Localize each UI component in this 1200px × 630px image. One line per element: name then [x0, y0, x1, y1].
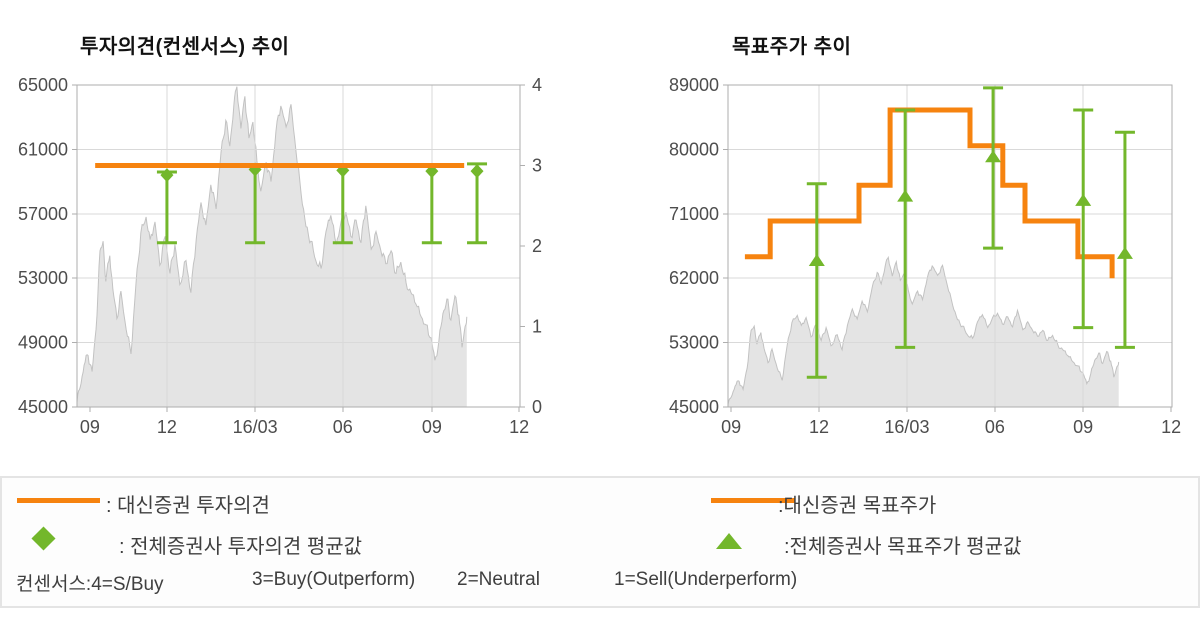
triangle-marker — [1075, 193, 1092, 206]
right-axis-label: 3 — [532, 156, 542, 176]
daishin-opinion-legend-label: : 대신증권 투자의견 — [106, 495, 270, 517]
x-axis-label: 16/03 — [884, 417, 929, 437]
target-errorbars — [806, 86, 1135, 379]
consensus-diamond-icon — [31, 526, 56, 551]
axis-labels: 65000 61000 57000 53000 49000 45000 4 3 2 1 0 09 12 1… — [18, 75, 542, 437]
triangle-marker — [1116, 246, 1133, 259]
right-axis-label: 2 — [532, 236, 542, 256]
consensus-scale-note-4: 1=Sell(Underperform) — [614, 569, 798, 590]
right-chart-title: 목표주가 추이 — [732, 36, 852, 58]
daishin-target-step-line — [744, 107, 1115, 279]
target-avg-legend-label: :전체증권사 목표주가 평균값 — [784, 536, 1022, 558]
consensus-scale-note-2: 3=Buy(Outperform) — [252, 569, 416, 590]
x-axis-label: 06 — [333, 417, 353, 437]
errorbar-16/06 — [983, 86, 1004, 250]
y-axis-label: 45000 — [18, 397, 68, 417]
x-axis-label: 12 — [1161, 417, 1181, 437]
x-axis-label: 09 — [721, 417, 741, 437]
y-axis-label: 53000 — [18, 268, 68, 288]
y-axis-label: 53000 — [669, 333, 719, 353]
x-axis-label: 09 — [80, 417, 100, 437]
plot-border — [727, 84, 1173, 408]
daishin-opinion-line-swatch — [17, 498, 100, 503]
y-axis-label: 62000 — [669, 268, 719, 288]
diamond-marker — [160, 168, 174, 183]
y-axis-label: 65000 — [18, 75, 68, 95]
consensus-avg-legend-label: : 전체증권사 투자의견 평균값 — [119, 536, 363, 558]
y-axis-label: 57000 — [18, 204, 68, 224]
y-axis-label: 80000 — [669, 139, 719, 159]
x-axis-label: 12 — [809, 417, 829, 437]
right-axis-label: 0 — [532, 397, 542, 417]
axis-ticks — [72, 84, 525, 412]
x-axis-label: 09 — [422, 417, 442, 437]
y-axis-label: 45000 — [669, 397, 719, 417]
errorbar-16/09 — [1073, 108, 1094, 330]
daishin-target-line-swatch — [711, 498, 795, 503]
consensus-scale-note-1: 컨센서스:4=S/Buy — [16, 574, 164, 595]
stock-price-area — [727, 255, 1120, 407]
diamond-marker — [248, 162, 262, 177]
gridlines — [77, 85, 520, 407]
consensus-scale-note-3: 2=Neutral — [457, 569, 540, 590]
errorbar-16/09 — [421, 164, 442, 245]
triangle-marker — [897, 189, 914, 202]
y-axis-label: 49000 — [18, 333, 68, 353]
y-axis-label: 61000 — [18, 139, 68, 159]
daishin-target-legend-label: :대신증권 목표주가 — [778, 495, 937, 517]
errorbar-16/10 — [1114, 130, 1135, 349]
errorbar-16/10 — [467, 162, 488, 245]
right-axis-label: 4 — [532, 75, 542, 95]
triangle-marker — [985, 150, 1002, 163]
x-axis-label: 09 — [1073, 417, 1093, 437]
x-axis-label: 16/03 — [233, 417, 278, 437]
y-axis-label: 71000 — [669, 204, 719, 224]
target-avg-triangle-icon — [716, 533, 742, 549]
axis-ticks — [723, 84, 1172, 412]
triangle-marker — [808, 254, 825, 267]
errorbar-15/12 — [156, 168, 177, 245]
legend-box: : 대신증권 투자의견 : 전체증권사 투자의견 평균값 :대신증권 목표주가 … — [0, 476, 1200, 608]
diamond-marker — [470, 164, 484, 179]
x-axis-label: 12 — [157, 417, 177, 437]
errorbar-16/03 — [895, 108, 916, 349]
errorbar-15/12 — [806, 182, 827, 379]
opinion-consensus-chart: 65000 61000 57000 53000 49000 45000 4 3 2 1 0 09 12 1… — [18, 75, 542, 437]
x-axis-label: 12 — [509, 417, 529, 437]
stock-price-area — [76, 86, 468, 407]
x-axis-label: 06 — [985, 417, 1005, 437]
right-axis-label: 1 — [532, 317, 542, 337]
left-chart-title: 투자의견(컨센서스) 추이 — [80, 36, 290, 58]
y-axis-label: 89000 — [669, 75, 719, 95]
